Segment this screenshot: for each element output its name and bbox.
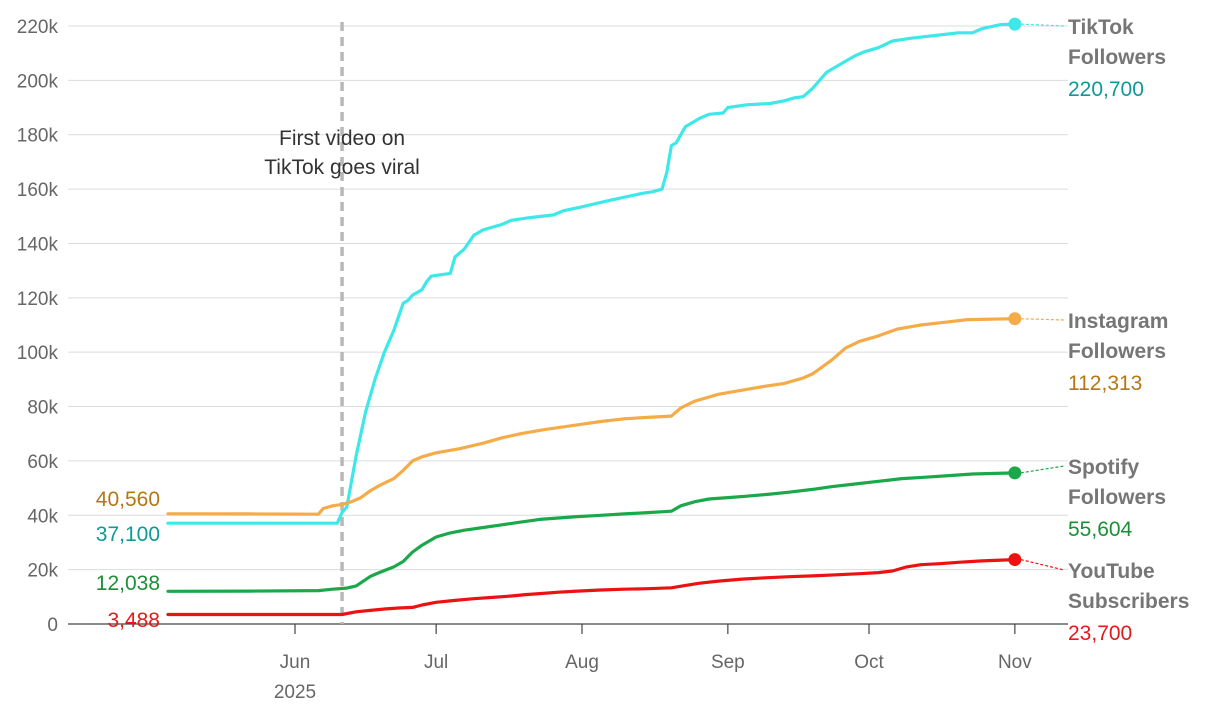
series-name-label: Followers xyxy=(1068,46,1166,69)
y-tick-label: 20k xyxy=(27,561,58,582)
label-leader-line xyxy=(1020,23,1065,27)
label-leader-line xyxy=(1020,465,1065,474)
series-name-label: Spotify xyxy=(1068,456,1139,479)
y-axis-ticks: 0 20k 40k 60k 80k 100k 120k 140k 160k 180k 200k 220… xyxy=(17,17,59,636)
series-line xyxy=(166,22,1017,525)
series-line xyxy=(166,317,1017,516)
y-tick-label: 80k xyxy=(27,398,58,419)
y-tick-label: 200k xyxy=(17,71,59,92)
y-tick-label: 160k xyxy=(17,180,59,201)
y-tick-label: 100k xyxy=(17,343,59,364)
y-tick-label: 120k xyxy=(17,289,59,310)
x-tick-label: Aug xyxy=(565,652,599,673)
start-value-label: 40,560 xyxy=(96,488,160,511)
x-tick-label: Jul xyxy=(424,652,448,673)
series-lines xyxy=(166,17,1022,617)
series-name-label: Followers xyxy=(1068,340,1166,363)
annotation-group: First video on TikTok goes viral xyxy=(264,22,420,624)
series-name-label: Subscribers xyxy=(1068,590,1189,613)
end-value-label: 220,700 xyxy=(1068,78,1144,101)
series-name-label: Followers xyxy=(1068,486,1166,509)
x-tick-label: Oct xyxy=(854,652,884,673)
series-name-label: YouTube xyxy=(1068,560,1155,583)
series-labels: 37,100 40,560 12,038 3,488 TikTok Followers 22… xyxy=(96,16,1190,645)
end-value-label: 112,313 xyxy=(1068,372,1142,395)
y-tick-label: 140k xyxy=(17,234,59,255)
y-tick-label: 220k xyxy=(17,17,59,38)
end-point-marker xyxy=(1008,466,1022,480)
label-leader-line xyxy=(1020,318,1065,321)
annotation-text: TikTok goes viral xyxy=(264,156,420,179)
series-line xyxy=(166,558,1017,617)
x-tick-label: Nov xyxy=(998,652,1032,673)
start-value-label: 3,488 xyxy=(107,609,160,632)
y-tick-label: 180k xyxy=(17,126,59,147)
start-value-label: 12,038 xyxy=(96,572,160,595)
gridlines xyxy=(68,25,1068,571)
x-tick-label: Jun xyxy=(280,652,311,673)
series-name-label: Instagram xyxy=(1068,310,1168,333)
y-tick-label: 60k xyxy=(27,452,58,473)
end-point-marker xyxy=(1008,312,1022,326)
x-axis-ticks: Jun 2025 Jul Aug Sep Oct Nov xyxy=(68,623,1068,703)
x-tick-label: Sep xyxy=(711,652,745,673)
start-value-label: 37,100 xyxy=(96,523,160,546)
y-tick-label: 0 xyxy=(47,615,58,636)
series-name-label: TikTok xyxy=(1068,16,1134,39)
series-line xyxy=(166,471,1017,593)
x-tick-sublabel: 2025 xyxy=(274,682,316,703)
end-point-marker xyxy=(1008,553,1022,567)
end-value-label: 55,604 xyxy=(1068,518,1133,541)
end-value-label: 23,700 xyxy=(1068,622,1132,645)
annotation-text: First video on xyxy=(279,127,405,150)
end-point-marker xyxy=(1008,17,1022,31)
y-tick-label: 40k xyxy=(27,506,58,527)
label-leader-line xyxy=(1020,558,1065,571)
